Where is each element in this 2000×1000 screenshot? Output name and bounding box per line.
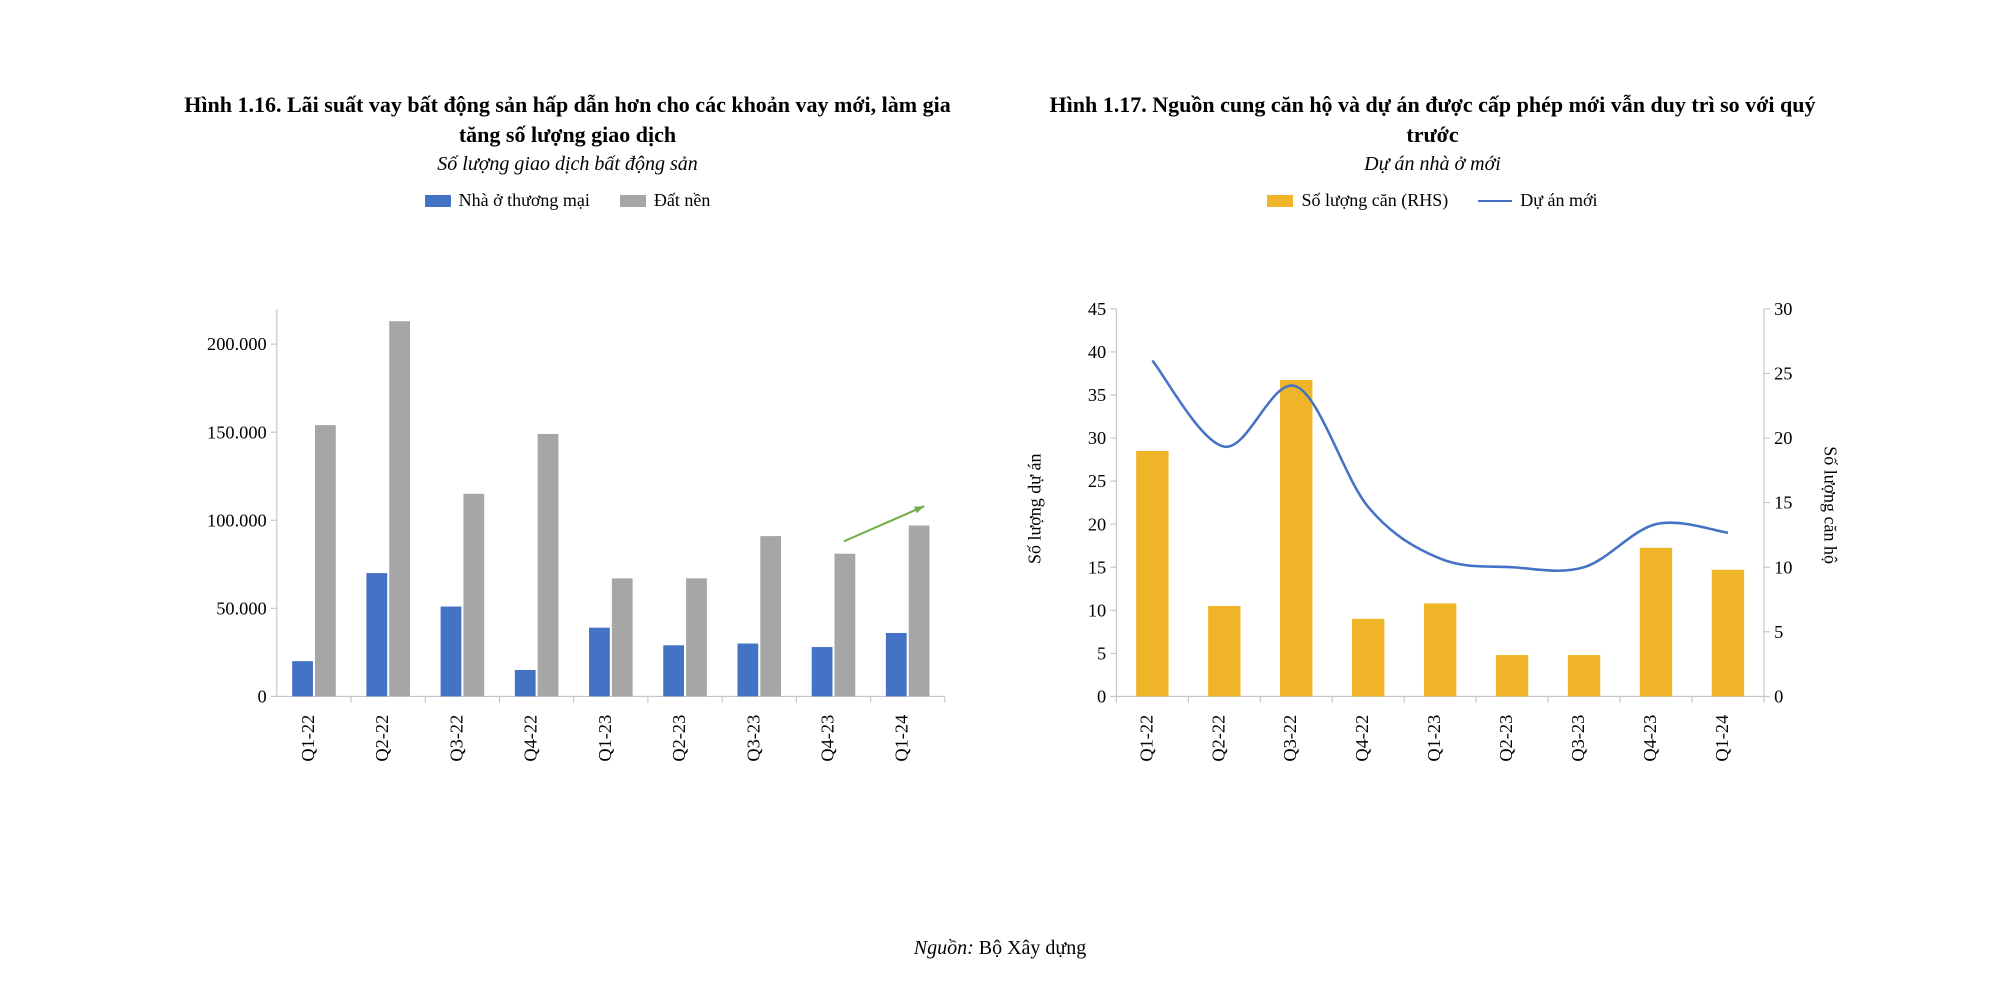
swatch-land [620, 195, 646, 207]
svg-text:Q2-22: Q2-22 [1208, 715, 1228, 762]
svg-text:Q1-22: Q1-22 [1136, 715, 1156, 762]
right-chart-subtitle: Dự án nhà ở mới [1045, 153, 1820, 176]
svg-text:Q1-24: Q1-24 [1712, 715, 1732, 762]
svg-text:0: 0 [1097, 687, 1106, 707]
left-chart-legend: Nhà ở thương mại Đất nền [180, 190, 955, 211]
right-chart-panel: Hình 1.17. Nguồn cung căn hộ và dự án đư… [1045, 90, 1820, 907]
svg-text:Q4-23: Q4-23 [1640, 715, 1660, 762]
svg-text:Q1-23: Q1-23 [1424, 715, 1444, 762]
svg-text:Q4-23: Q4-23 [817, 715, 837, 762]
legend-item-projects: Dự án mới [1478, 190, 1597, 211]
svg-text:Q4-22: Q4-22 [1352, 715, 1372, 762]
svg-text:Q1-22: Q1-22 [298, 715, 318, 762]
left-chart-panel: Hình 1.16. Lãi suất vay bất động sản hấp… [180, 90, 955, 907]
svg-text:20: 20 [1088, 515, 1106, 535]
svg-text:0: 0 [1774, 687, 1783, 707]
legend-item-land: Đất nền [620, 190, 710, 211]
svg-text:Q2-23: Q2-23 [669, 715, 689, 762]
svg-text:45: 45 [1088, 299, 1106, 319]
svg-text:Q2-22: Q2-22 [372, 715, 392, 762]
svg-text:Q4-22: Q4-22 [521, 715, 541, 762]
left-chart-title: Hình 1.16. Lãi suất vay bất động sản hấp… [180, 90, 955, 149]
legend-label: Dự án mới [1520, 190, 1597, 211]
svg-text:Q3-23: Q3-23 [743, 715, 763, 762]
left-chart-subtitle: Số lượng giao dịch bất động sản [180, 153, 955, 176]
svg-text:10: 10 [1774, 558, 1792, 578]
svg-text:Q3-23: Q3-23 [1568, 715, 1588, 762]
swatch-units [1267, 195, 1293, 207]
svg-text:15: 15 [1774, 493, 1792, 513]
svg-text:200.000: 200.000 [207, 335, 267, 355]
svg-text:150.000: 150.000 [207, 423, 267, 443]
svg-text:Q2-23: Q2-23 [1496, 715, 1516, 762]
swatch-line-projects [1478, 200, 1512, 202]
source-citation: Nguồn: Bộ Xây dựng [180, 937, 1820, 960]
right-chart-right-axis-label: Số lượng căn hộ [1820, 446, 1841, 564]
legend-label: Nhà ở thương mại [459, 190, 590, 211]
svg-text:Q3-22: Q3-22 [1280, 715, 1300, 762]
source-text: Bộ Xây dựng [979, 937, 1087, 959]
svg-text:15: 15 [1088, 558, 1106, 578]
svg-text:30: 30 [1088, 429, 1106, 449]
right-chart-title: Hình 1.17. Nguồn cung căn hộ và dự án đư… [1045, 90, 1820, 149]
swatch-commercial [425, 195, 451, 207]
svg-text:25: 25 [1088, 472, 1106, 492]
svg-text:10: 10 [1088, 601, 1106, 621]
svg-text:0: 0 [258, 687, 267, 707]
svg-text:40: 40 [1088, 342, 1106, 362]
right-plot-wrap: Số lượng dự án Số lượng căn hộ 051015202… [1045, 221, 1820, 907]
right-chart-left-axis-label: Số lượng dự án [1025, 454, 1046, 565]
svg-text:30: 30 [1774, 299, 1792, 319]
svg-text:5: 5 [1097, 644, 1106, 664]
left-chart-svg: 0 50.000 100.000 150.000 200.000 Q1-22 Q2-22 Q3… [180, 221, 955, 907]
right-chart-legend: Số lượng căn (RHS) Dự án mới [1045, 190, 1820, 211]
right-chart-svg: 0 5 10 15 20 25 30 35 40 45 0 5 10 15 20 25 30 Q1-22 Q2-22… [1045, 221, 1820, 907]
svg-text:50.000: 50.000 [216, 599, 266, 619]
source-label: Nguồn: [914, 937, 974, 959]
svg-text:Q1-24: Q1-24 [892, 715, 912, 762]
svg-text:20: 20 [1774, 429, 1792, 449]
left-plot-wrap: 0 50.000 100.000 150.000 200.000 Q1-22 Q2-22 Q3… [180, 221, 955, 907]
svg-text:Q3-22: Q3-22 [446, 715, 466, 762]
legend-item-commercial: Nhà ở thương mại [425, 190, 590, 211]
svg-text:25: 25 [1774, 364, 1792, 384]
legend-label: Đất nền [654, 190, 710, 211]
charts-row: Hình 1.16. Lãi suất vay bất động sản hấp… [180, 90, 1820, 907]
legend-item-units: Số lượng căn (RHS) [1267, 190, 1448, 211]
legend-label: Số lượng căn (RHS) [1301, 190, 1448, 211]
svg-text:35: 35 [1088, 385, 1106, 405]
svg-text:5: 5 [1774, 622, 1783, 642]
svg-text:Q1-23: Q1-23 [595, 715, 615, 762]
svg-text:100.000: 100.000 [207, 511, 267, 531]
